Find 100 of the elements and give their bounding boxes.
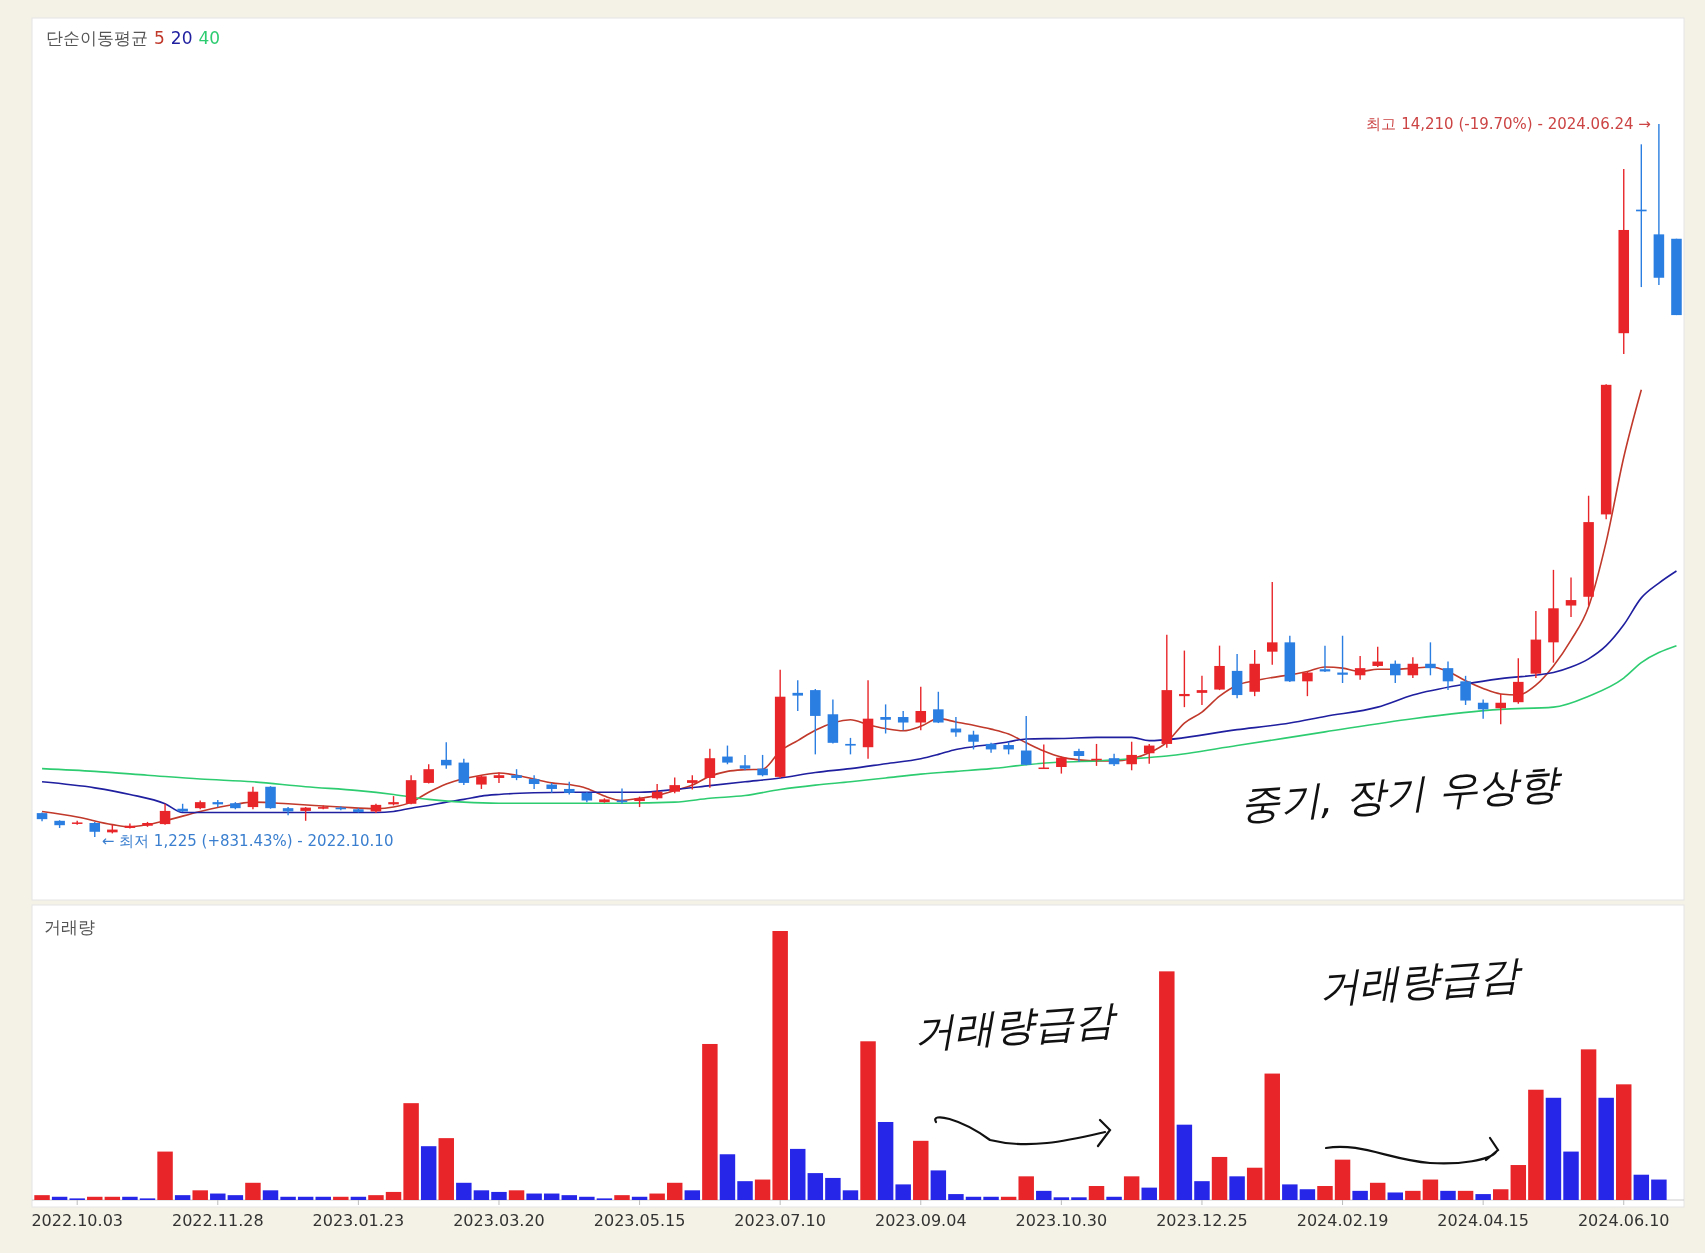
candlestick <box>880 703 891 735</box>
bar <box>754 1179 771 1200</box>
bar <box>1616 1084 1632 1200</box>
bar <box>1053 1197 1070 1200</box>
candlestick <box>440 741 452 770</box>
bar <box>965 1196 982 1200</box>
x-tick-label: 2024.02.19 <box>1296 1211 1389 1230</box>
text: 5 <box>154 28 165 48</box>
text: 40 <box>198 28 221 48</box>
candlestick <box>792 679 804 712</box>
candlestick <box>159 803 171 826</box>
candlestick <box>1266 581 1278 666</box>
candlestick <box>933 691 944 724</box>
bar <box>104 1196 121 1200</box>
bar <box>438 1138 454 1200</box>
bar <box>649 1193 665 1200</box>
bar <box>1018 1176 1034 1200</box>
candlestick <box>265 785 276 810</box>
bar <box>508 1190 525 1200</box>
x-tick-label: 2022.11.28 <box>171 1211 264 1230</box>
x-tick-label: 2022.10.03 <box>31 1211 123 1230</box>
bar <box>368 1195 384 1200</box>
bar <box>526 1193 542 1200</box>
bar <box>491 1191 507 1200</box>
candlestick <box>1442 660 1454 691</box>
candlestick <box>1196 675 1208 706</box>
bar <box>315 1196 331 1200</box>
x-tick-label: 2023.10.30 <box>1015 1211 1108 1230</box>
bar <box>1282 1184 1298 1200</box>
bar <box>280 1196 296 1200</box>
bar <box>561 1195 578 1200</box>
bar <box>87 1196 103 1200</box>
bar <box>1475 1194 1491 1200</box>
bar <box>842 1190 859 1200</box>
bar <box>1457 1190 1474 1200</box>
candlestick <box>247 786 259 810</box>
bar <box>983 1196 999 1200</box>
bar <box>1387 1192 1404 1200</box>
bar <box>1598 1097 1614 1200</box>
annotation: 거래량급감 <box>912 995 1120 1056</box>
bar <box>1317 1186 1333 1200</box>
x-tick-label: 2023.05.15 <box>593 1211 686 1230</box>
bar <box>1633 1174 1650 1200</box>
candlestick <box>1460 675 1471 706</box>
candlestick <box>1390 659 1401 684</box>
bar <box>913 1140 929 1200</box>
x-tick-label: 2024.06.10 <box>1577 1211 1670 1230</box>
bar <box>1563 1151 1579 1200</box>
candlestick <box>1513 657 1524 705</box>
candlestick <box>1495 693 1506 725</box>
bar <box>403 1103 419 1200</box>
bar <box>456 1182 472 1200</box>
bar <box>157 1151 173 1200</box>
bar <box>737 1181 753 1200</box>
annotation: ← 최저 1,225 (+831.43%) - 2022.10.10 <box>101 832 394 850</box>
bar <box>631 1196 648 1200</box>
bar <box>1159 971 1175 1200</box>
bar <box>948 1194 964 1200</box>
x-tick-label: 2023.07.10 <box>734 1211 826 1230</box>
bar <box>1106 1196 1122 1200</box>
bar <box>702 1043 718 1200</box>
candlestick <box>1337 635 1348 684</box>
bar <box>543 1193 560 1200</box>
candlestick <box>1126 741 1137 771</box>
candlestick <box>739 754 751 771</box>
bar <box>122 1196 138 1200</box>
candlestick <box>1179 649 1190 708</box>
bar <box>385 1191 402 1200</box>
candlestick <box>1302 671 1313 697</box>
bar <box>210 1193 226 1200</box>
annotation: 최고 14,210 (-19.70%) - 2024.06.24 → <box>1366 115 1651 133</box>
bar <box>1264 1073 1280 1200</box>
candlestick <box>757 754 768 778</box>
bar <box>895 1184 911 1200</box>
bar <box>790 1148 806 1200</box>
bar <box>1440 1190 1456 1200</box>
candlestick <box>493 771 505 784</box>
bar <box>1528 1089 1544 1200</box>
bar <box>227 1195 244 1200</box>
bar <box>930 1170 947 1200</box>
bar <box>1580 1049 1597 1200</box>
bar <box>1229 1176 1245 1200</box>
annotation: 거래량급감 <box>1317 950 1525 1011</box>
bar <box>825 1177 841 1200</box>
bar <box>1405 1190 1421 1200</box>
bar <box>34 1195 50 1200</box>
bar <box>1334 1159 1351 1200</box>
bar <box>860 1041 876 1200</box>
annotation: 중기, 장기 우상향 <box>1238 759 1565 829</box>
bar <box>420 1146 437 1200</box>
bar <box>473 1190 490 1200</box>
candlestick <box>458 758 470 786</box>
bar <box>1369 1182 1386 1200</box>
bar <box>1036 1190 1052 1200</box>
bar <box>579 1196 595 1200</box>
bar <box>350 1196 367 1200</box>
bar <box>245 1182 261 1200</box>
bar <box>51 1196 68 1200</box>
chart-title: 거래량 <box>44 917 95 937</box>
bar <box>192 1190 208 1200</box>
